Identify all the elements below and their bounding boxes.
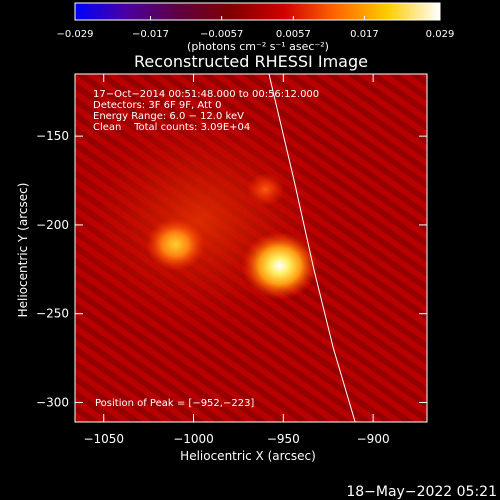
y-axis-label: Heliocentric Y (arcsec): [16, 183, 30, 318]
y-tick-label: −250: [36, 307, 69, 321]
x-tick-label: −1050: [83, 432, 124, 446]
x-axis-label: Heliocentric X (arcsec): [180, 449, 316, 463]
colorbar-tick-label: −0.017: [132, 29, 169, 40]
annotation-clean-counts: Clean Total counts: 3.09E+04: [93, 122, 250, 133]
colorbar-ticks: −0.029 −0.017 −0.0057 0.0057 0.017 0.029: [56, 16, 454, 40]
colorbar-tick-label: 0.017: [350, 29, 379, 40]
colorbar: [74, 2, 441, 21]
diffuse-emission: [75, 100, 340, 340]
plot-frame: [74, 73, 428, 423]
x-tick-label: −950: [267, 432, 300, 446]
emission-source: [241, 231, 318, 300]
colorbar-tick-label: 0.029: [426, 29, 455, 40]
sources: [145, 172, 318, 300]
footer-timestamp: 18−May−2022 05:21: [346, 484, 497, 500]
colorbar-units-label: (photons cm⁻² s⁻¹ asec⁻²): [187, 40, 329, 53]
annotation-time-range: 17−Oct−2014 00:51:48.000 to 00:56:12.000: [93, 89, 319, 100]
colorbar-tick-label: 0.0057: [276, 29, 311, 40]
y-tick-label: −300: [36, 395, 69, 409]
annotation-detectors: Detectors: 3F 6F 9F, Att 0: [93, 100, 221, 111]
chart-title: Reconstructed RHESSI Image: [134, 52, 368, 71]
x-tick-label: −1000: [173, 432, 214, 446]
annotation-energy-range: Energy Range: 6.0 − 12.0 keV: [93, 111, 244, 122]
x-tick-label: −900: [357, 432, 390, 446]
colorbar-tick-label: −0.0057: [200, 29, 243, 40]
colorbar-tick-label: −0.029: [56, 29, 93, 40]
solar-limb-curve: [268, 74, 356, 422]
y-tick-label: −200: [36, 218, 69, 232]
annotation-peak-position: Position of Peak = [−952,−223]: [95, 398, 254, 409]
y-tick-label: −150: [36, 129, 69, 143]
emission-source: [145, 218, 206, 271]
axis-ticks: −1050 −1000 −950 −900 −150 −200 −250 −300: [36, 74, 427, 446]
emission-source: [246, 172, 285, 206]
plot-area: [75, 74, 427, 422]
